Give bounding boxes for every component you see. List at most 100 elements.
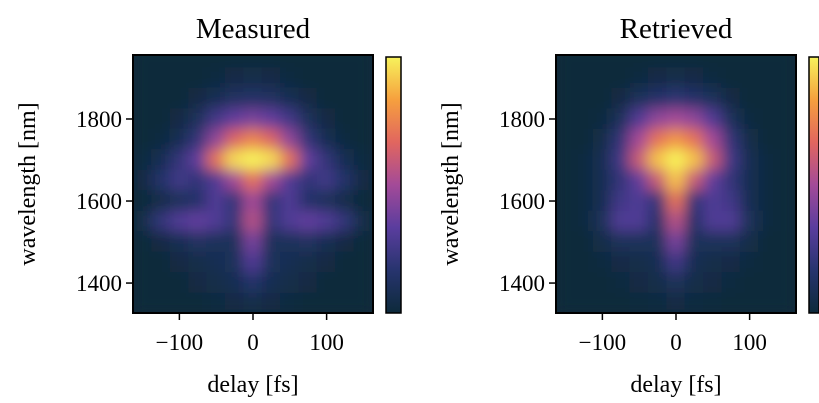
heatmap-cell	[721, 87, 741, 110]
y-axis-label: wavelength [nm]	[15, 102, 41, 265]
heatmap-cell	[611, 55, 631, 69]
heatmap-cell	[647, 251, 668, 274]
heatmap-cell	[758, 108, 778, 130]
heatmap-cell	[556, 108, 576, 130]
heatmap-cell	[151, 292, 171, 313]
heatmap-cell	[169, 87, 190, 110]
heatmap-cell	[629, 169, 649, 192]
heatmap-cell	[353, 128, 373, 151]
heatmap-cell	[592, 55, 613, 69]
heatmap-cell	[574, 149, 594, 171]
heatmap-cell	[298, 55, 318, 69]
heatmap-cell	[647, 231, 668, 253]
heatmap-cell	[316, 231, 337, 253]
heatmap-cell	[592, 149, 613, 171]
heatmap-cell	[574, 108, 594, 130]
heatmap-cell	[703, 87, 723, 110]
heatmap-cell	[556, 190, 576, 212]
heatmap-cell	[224, 272, 245, 294]
heatmap-cell	[776, 55, 796, 69]
heatmap-cell	[133, 272, 153, 294]
heatmap-cell	[592, 292, 613, 313]
heatmap-cell	[243, 108, 263, 130]
heatmap-cell	[224, 67, 245, 89]
heatmap-cell	[666, 169, 686, 192]
heatmap-cell	[739, 292, 760, 313]
heatmap-cell	[611, 67, 631, 89]
heatmap-cell	[335, 231, 355, 253]
heatmap-cell	[574, 251, 594, 274]
heatmap-cell	[592, 251, 613, 274]
heatmap-cell	[647, 55, 668, 69]
heatmap-cell	[758, 149, 778, 171]
heatmap-cell	[261, 149, 282, 171]
heatmap-cell	[188, 272, 208, 294]
heatmap-cell	[739, 149, 760, 171]
heatmap-cell	[335, 128, 355, 151]
y-axis-label: wavelength [nm]	[438, 102, 464, 265]
heatmap-cell	[739, 231, 760, 253]
heatmap-cell	[298, 169, 318, 192]
heatmap-cell	[739, 251, 760, 274]
heatmap-cell	[206, 55, 226, 69]
heatmap-cell	[629, 251, 649, 274]
heatmap-cell	[353, 169, 373, 192]
heatmap-cell	[169, 55, 190, 69]
heatmap-cell	[703, 128, 723, 151]
heatmap-cell	[629, 292, 649, 313]
colorbar	[808, 56, 819, 314]
heatmap-cell	[611, 87, 631, 110]
heatmap-cell	[721, 55, 741, 69]
heatmap-cell	[703, 190, 723, 212]
heatmap-cell	[316, 87, 337, 110]
heatmap-cell	[666, 55, 686, 69]
heatmap-cell	[592, 272, 613, 294]
heatmap-cell	[280, 190, 300, 212]
heatmap-cell	[592, 128, 613, 151]
heatmap-cell	[224, 231, 245, 253]
heatmap-cell	[611, 190, 631, 212]
heatmap-cell	[151, 231, 171, 253]
heatmap-cell	[353, 251, 373, 274]
y-tick-label: 1400	[499, 271, 545, 296]
heatmap-cell	[758, 87, 778, 110]
heatmap-cell	[776, 272, 796, 294]
heatmap-cell	[335, 190, 355, 212]
heatmap-cell	[335, 67, 355, 89]
heatmap-cell	[666, 128, 686, 151]
heatmap-cell	[224, 169, 245, 192]
heatmap-cell	[298, 210, 318, 233]
heatmap-panel: −100 0 100 1400 1600 1800 Measured delay [fs] wa…	[15, 13, 402, 398]
heatmap-cell	[243, 210, 263, 233]
heatmap-cell	[611, 210, 631, 233]
heatmap-cell	[758, 272, 778, 294]
heatmap-cell	[574, 231, 594, 253]
heatmap-cell	[647, 190, 668, 212]
chart-title: Retrieved	[620, 13, 733, 45]
heatmap-cell	[261, 292, 282, 313]
heatmap-cell	[703, 251, 723, 274]
heatmap-cell	[353, 67, 373, 89]
heatmap-cell	[666, 210, 686, 233]
heatmap-cell	[188, 169, 208, 192]
heatmap-cell	[703, 67, 723, 89]
heatmap-cell	[556, 169, 576, 192]
heatmap-cell	[592, 169, 613, 192]
heatmap-cell	[776, 210, 796, 233]
heatmap-cell	[592, 190, 613, 212]
heatmap-cell	[335, 149, 355, 171]
heatmap-cell	[298, 108, 318, 130]
heatmap-cell	[611, 149, 631, 171]
heatmap-cell	[151, 210, 171, 233]
heatmap-cell	[133, 149, 153, 171]
heatmap-cell	[280, 169, 300, 192]
heatmap-cell	[353, 108, 373, 130]
heatmap-cell	[739, 210, 760, 233]
heatmap-cell	[188, 210, 208, 233]
heatmap-cell	[556, 292, 576, 313]
heatmap-cell	[758, 67, 778, 89]
heatmap-cell	[684, 169, 705, 192]
heatmap-cell	[739, 128, 760, 151]
heatmap-cell	[133, 55, 153, 69]
heatmap-cell	[721, 190, 741, 212]
